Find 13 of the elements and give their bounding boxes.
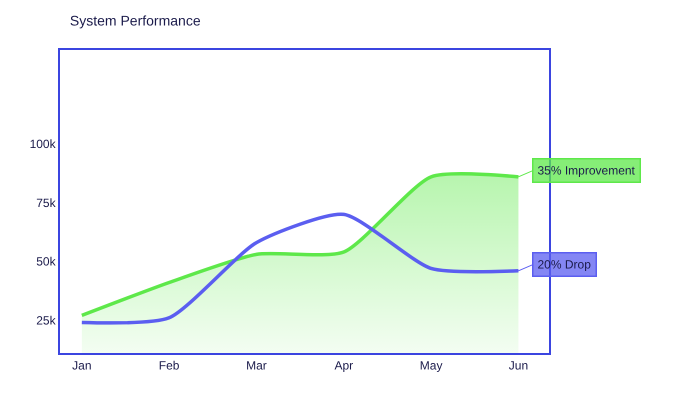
annotation: 20% Drop: [538, 258, 592, 272]
y-tick-label: 25k: [36, 313, 57, 328]
y-tick-label: 100k: [30, 137, 57, 152]
chart-title: System Performance: [70, 12, 201, 29]
x-tick-label: May: [420, 358, 442, 372]
y-tick-label: 50k: [36, 254, 57, 269]
x-tick-label: Mar: [246, 358, 267, 372]
y-tick-label: 75k: [36, 196, 57, 210]
x-tick-label: Jun: [508, 358, 528, 372]
x-tick-label: Jan: [72, 358, 92, 372]
x-tick-label: Feb: [158, 358, 180, 372]
annotation: 35% Improvement: [538, 164, 636, 178]
x-tick-label: Apr: [334, 358, 354, 372]
